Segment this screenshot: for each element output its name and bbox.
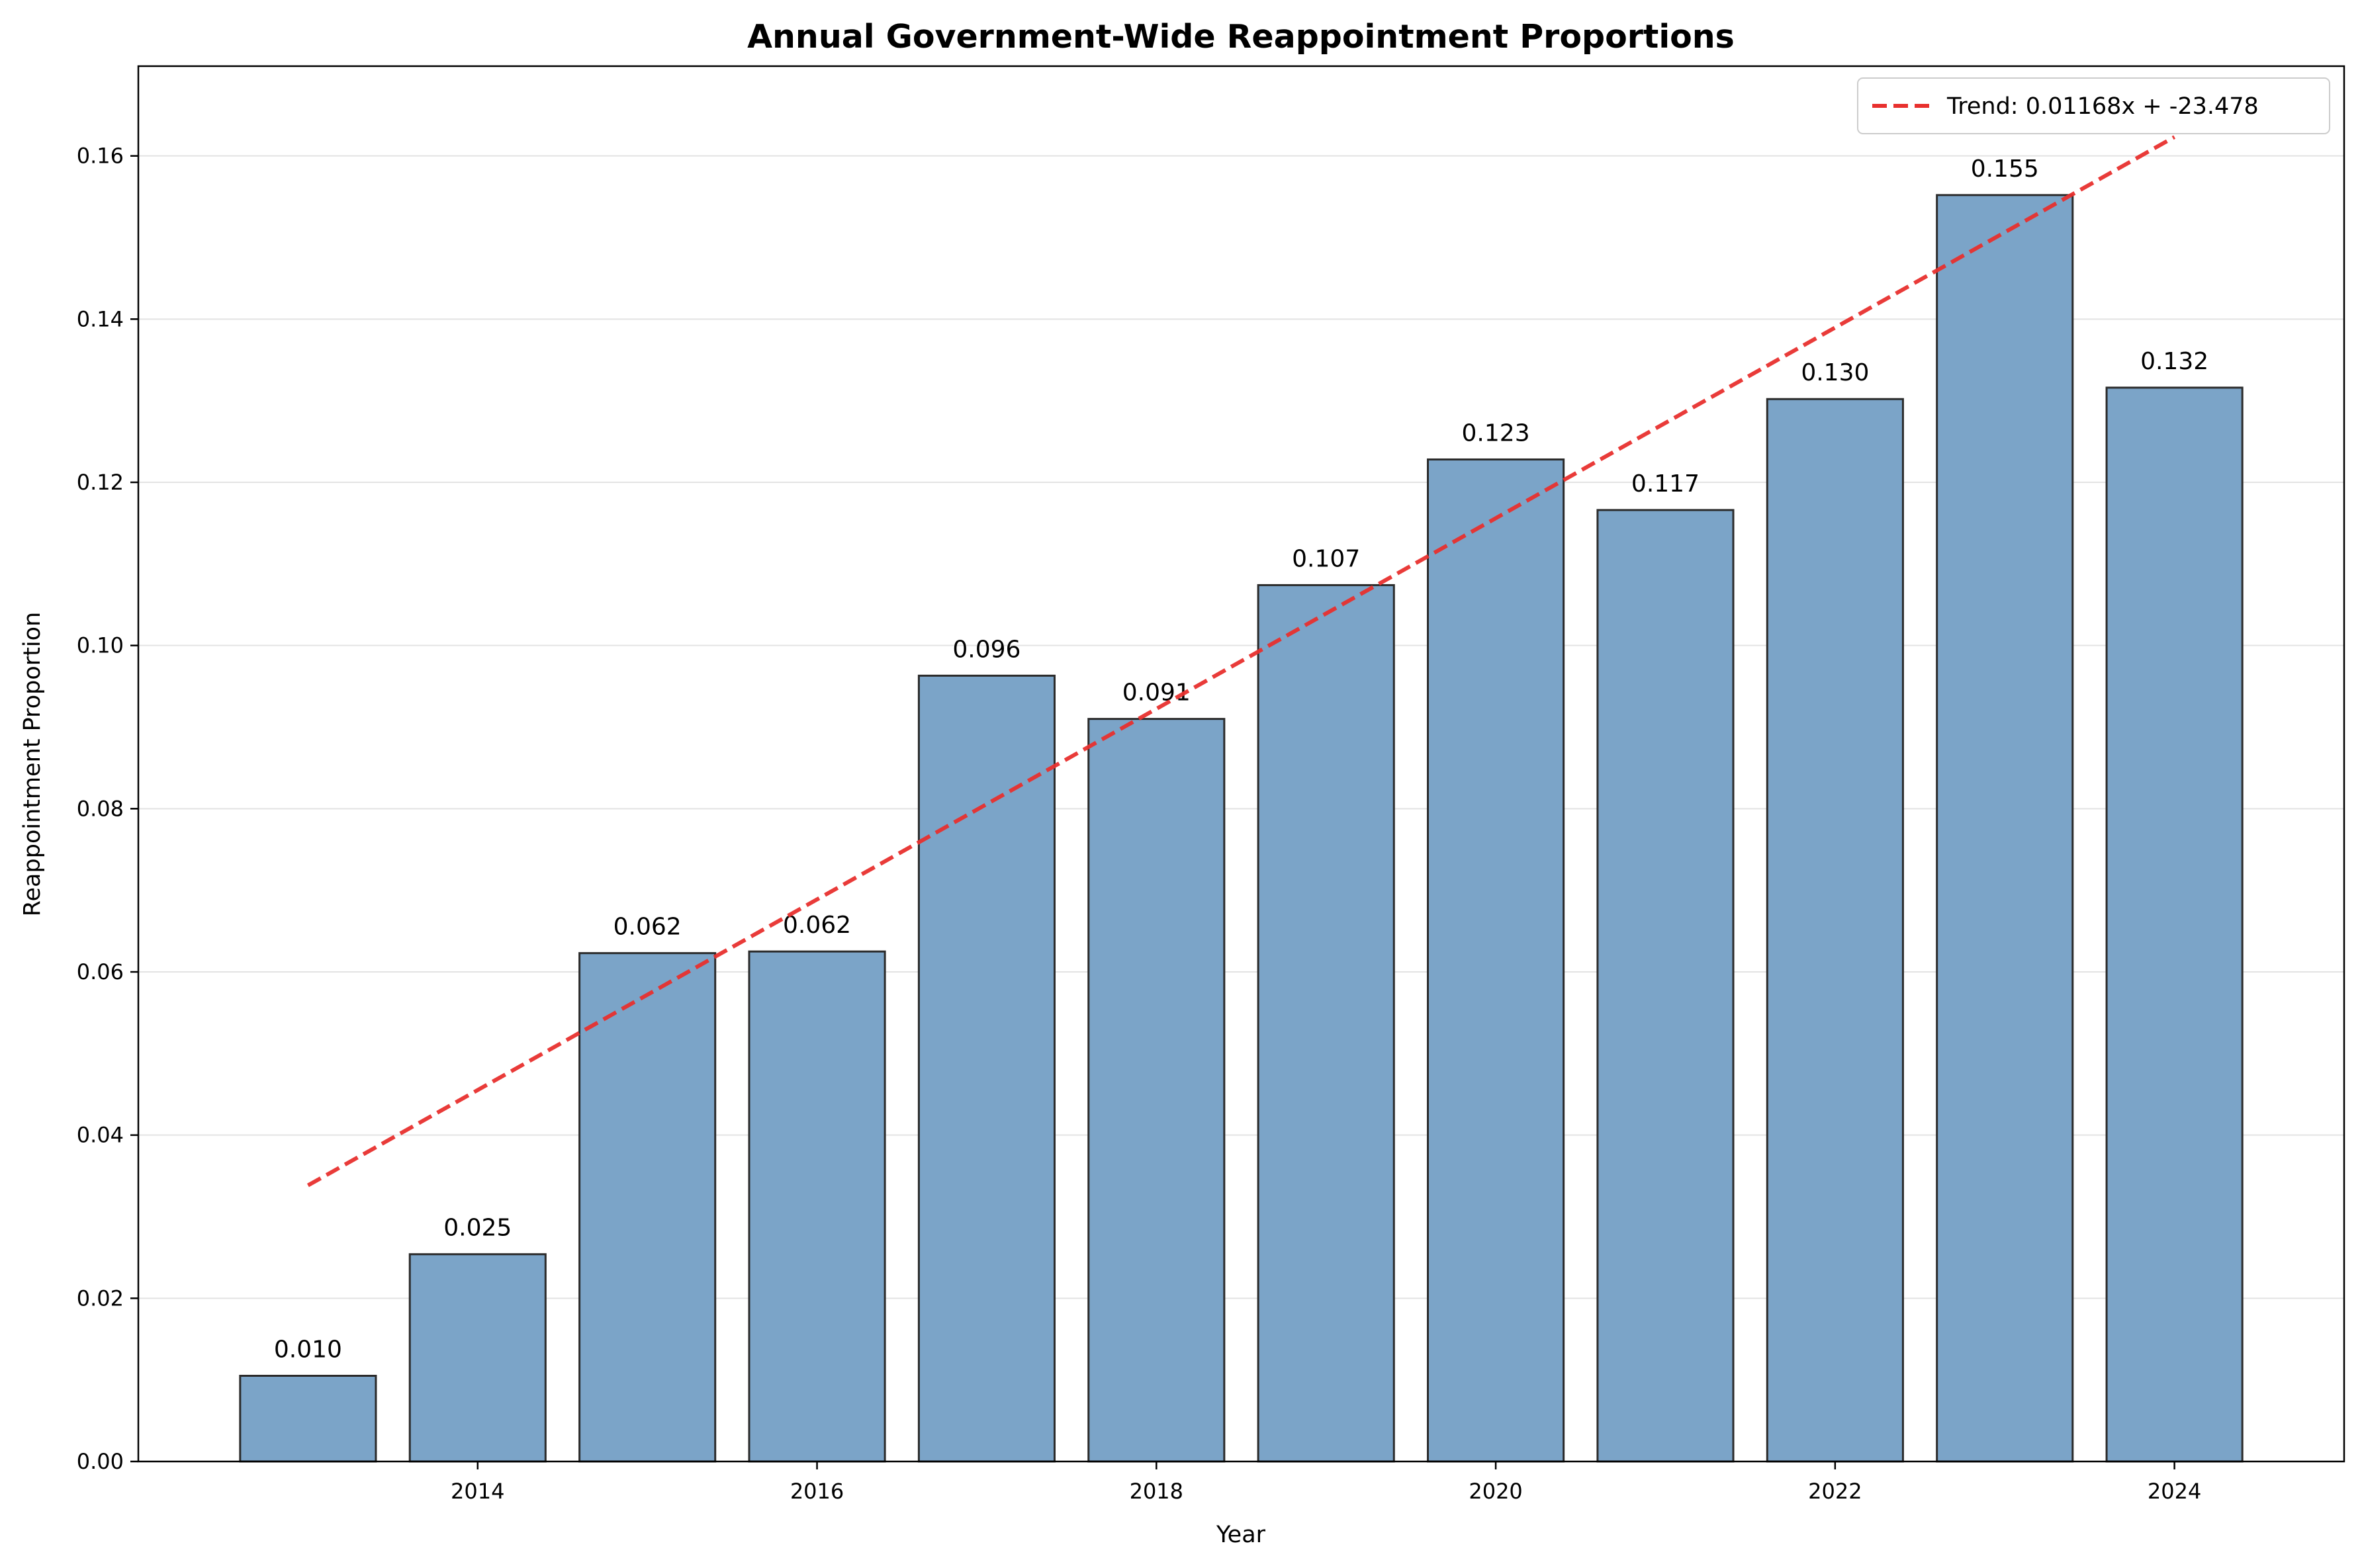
chart-title: Annual Government-Wide Reappointment Pro… [747, 18, 1735, 56]
axes-layer: 0.00 0.02 0.04 0.06 0.08 0.10 0.12 0.14 0.16 2014… [77, 144, 2202, 1504]
y-tick-label: 0.12 [77, 470, 124, 495]
x-tick-label: 2014 [451, 1479, 504, 1504]
bar-2015 [578, 952, 717, 1463]
bars-layer [239, 194, 2244, 1463]
plot-frame [137, 65, 2345, 1463]
y-tick-label: 0.04 [77, 1123, 124, 1148]
bar-2018 [1087, 718, 1226, 1463]
y-tick-label: 0.10 [77, 633, 124, 658]
data-label-2022: 0.130 [1801, 359, 1869, 386]
data-label-2013: 0.010 [274, 1336, 342, 1364]
legend: Trend: 0.01168x + -23.478 [1857, 77, 2330, 134]
x-tick-label: 2020 [1469, 1479, 1522, 1504]
data-labels-layer: 0.010 0.025 0.062 0.062 0.096 0.091 0.107 0.123… [274, 155, 2208, 1364]
data-label-2021: 0.117 [1631, 470, 1700, 498]
bar-2020 [1427, 458, 1565, 1463]
x-axis-title: Year [1216, 1522, 1266, 1548]
trend-line [306, 135, 2176, 1188]
y-tick-label: 0.00 [77, 1449, 124, 1474]
x-tick-label: 2018 [1130, 1479, 1183, 1504]
data-label-2019: 0.107 [1292, 545, 1360, 572]
x-tick-label: 2022 [1808, 1479, 1862, 1504]
bar-2022 [1766, 398, 1904, 1463]
bar-2021 [1596, 509, 1735, 1463]
y-axis-title: Reappointment Proportion [19, 612, 46, 916]
bar-2023 [1936, 194, 2074, 1463]
y-tick-label: 0.02 [77, 1285, 124, 1311]
bar-2017 [917, 674, 1056, 1463]
bar-2013 [239, 1375, 377, 1463]
data-label-2014: 0.025 [443, 1215, 512, 1242]
bar-2024 [2105, 386, 2244, 1463]
y-tick-label: 0.16 [77, 144, 124, 169]
x-tick-label: 2016 [790, 1479, 844, 1504]
x-tick-label: 2024 [2148, 1479, 2201, 1504]
legend-trend-label: Trend: 0.01168x + -23.478 [1946, 93, 2259, 120]
legend-box [1857, 77, 2330, 134]
y-tick-label: 0.06 [77, 959, 124, 984]
data-label-2017: 0.096 [952, 636, 1021, 663]
data-label-2018: 0.091 [1122, 679, 1191, 707]
trend-layer [306, 135, 2176, 1188]
data-label-2016: 0.062 [783, 912, 851, 939]
data-label-2020: 0.123 [1462, 419, 1530, 447]
y-tick-label: 0.08 [77, 796, 124, 821]
data-label-2024: 0.132 [2140, 348, 2208, 375]
data-label-2015: 0.062 [613, 914, 682, 941]
bar-2016 [748, 950, 886, 1463]
y-tick-label: 0.14 [77, 306, 124, 331]
bar-2019 [1257, 584, 1395, 1463]
bar-2014 [408, 1253, 547, 1463]
data-label-2023: 0.155 [1971, 155, 2039, 183]
